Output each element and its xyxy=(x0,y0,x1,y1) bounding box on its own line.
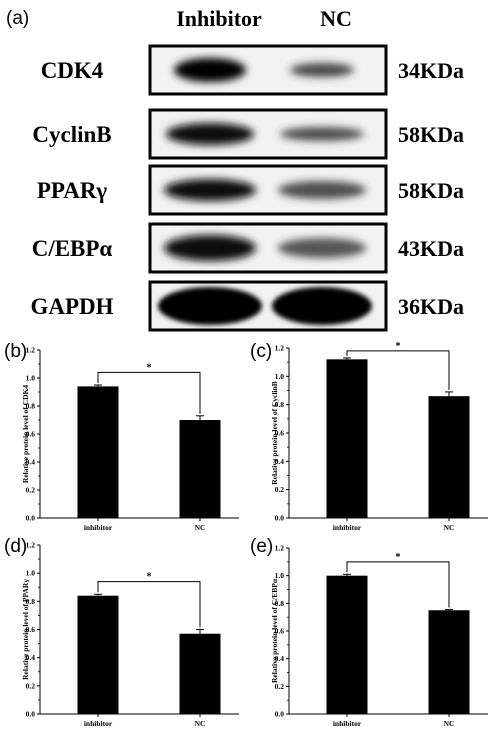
x-tick-label: inhibitor xyxy=(84,719,113,728)
y-tick-label: 0.6 xyxy=(275,429,285,438)
y-tick-label: 0.6 xyxy=(275,627,285,636)
y-tick-label: 0.2 xyxy=(26,486,36,495)
band-nc xyxy=(290,63,354,77)
significance-bracket xyxy=(346,350,450,390)
blot-row: CDK4 34KDa xyxy=(41,44,464,96)
band-nc xyxy=(280,127,364,141)
chart-panel-label: (e) xyxy=(250,536,273,557)
x-tick-label: inhibitor xyxy=(84,523,113,532)
y-tick-label: 0.4 xyxy=(275,654,285,663)
band-inhibitor xyxy=(174,58,246,82)
bar-nc xyxy=(179,633,221,714)
y-tick-label: 0.4 xyxy=(26,653,36,662)
molecular-weight-label: 58KDa xyxy=(398,122,464,147)
x-tick-label: NC xyxy=(444,523,455,532)
blot-rows: CDK4 34KDa CyclinB 58KDa PPARγ 58KDa C/EBPα 43K… xyxy=(30,44,464,332)
bar-chart: (c) 0.0 0.2 0.4 0.6 0.8 1.0 1.2 Relative protein… xyxy=(250,341,488,532)
blot-column-label-inhibitor: Inhibitor xyxy=(176,6,262,31)
band-nc xyxy=(278,181,366,199)
bar-inhibitor xyxy=(326,359,368,518)
blot-row: GAPDH 36KDa xyxy=(30,280,464,332)
molecular-weight-label: 43KDa xyxy=(398,236,464,261)
significance-marker: * xyxy=(396,341,401,352)
y-axis-title: Relative protein level of CDK4 xyxy=(21,385,30,483)
y-tick-label: 1.0 xyxy=(275,372,285,381)
x-tick-label: inhibitor xyxy=(333,523,362,532)
y-tick-label: 0.6 xyxy=(26,430,36,439)
y-tick-label: 0.0 xyxy=(26,710,36,719)
molecular-weight-label: 58KDa xyxy=(398,178,464,203)
bar-inhibitor xyxy=(77,386,119,518)
chart-panel-label: (d) xyxy=(4,536,27,557)
y-tick-label: 0.4 xyxy=(275,457,285,466)
blot-row: PPARγ 58KDa xyxy=(37,164,464,216)
y-tick-label: 0.4 xyxy=(26,458,36,467)
y-tick-label: 0.8 xyxy=(26,402,36,411)
significance-marker: * xyxy=(396,552,401,563)
y-tick-label: 0.0 xyxy=(26,514,36,523)
y-axis-title: Relative protein level of C/EBPα xyxy=(270,578,279,683)
x-tick-label: NC xyxy=(195,523,206,532)
y-tick-label: 0.0 xyxy=(275,514,285,523)
y-tick-label: 1.0 xyxy=(275,571,285,580)
significance-marker: * xyxy=(147,362,152,373)
blot-panel-label: (a) xyxy=(6,8,29,29)
blot-row: C/EBPα 43KDa xyxy=(32,222,464,274)
y-tick-label: 0.8 xyxy=(275,599,285,608)
bar-nc xyxy=(428,610,470,714)
blot-row: CyclinB 58KDa xyxy=(32,108,464,160)
y-tick-label: 1.2 xyxy=(26,541,36,550)
band-inhibitor xyxy=(166,123,254,145)
band-nc xyxy=(278,238,366,258)
band-nc xyxy=(272,287,372,325)
significance-bracket xyxy=(346,561,450,608)
bar-chart: (e) 0.0 0.2 0.4 0.6 0.8 1.0 1.2 Relative protein… xyxy=(250,536,488,728)
chart-panel-label: (c) xyxy=(250,341,272,362)
significance-marker: * xyxy=(147,572,152,583)
bar-chart: (b) 0.0 0.2 0.4 0.6 0.8 1.0 1.2 Relative protein… xyxy=(4,341,239,532)
protein-label: CDK4 xyxy=(41,58,104,83)
protein-label: PPARγ xyxy=(37,178,108,203)
y-tick-label: 1.2 xyxy=(26,346,36,355)
x-tick-label: NC xyxy=(444,719,455,728)
bar-inhibitor xyxy=(326,575,368,714)
molecular-weight-label: 36KDa xyxy=(398,294,464,319)
y-tick-label: 1.0 xyxy=(26,374,36,383)
y-tick-label: 0.8 xyxy=(26,597,36,606)
protein-label: GAPDH xyxy=(30,294,113,319)
y-tick-label: 0.6 xyxy=(26,625,36,634)
y-tick-label: 0.2 xyxy=(275,682,285,691)
chart-panel-label: (b) xyxy=(4,341,27,362)
band-inhibitor xyxy=(158,287,262,325)
significance-bracket xyxy=(97,581,201,628)
protein-label: CyclinB xyxy=(32,122,111,147)
band-inhibitor xyxy=(164,235,256,261)
bar-nc xyxy=(428,396,470,518)
y-axis-title: Relative protein level of CyclinB xyxy=(270,381,279,485)
y-tick-label: 0.2 xyxy=(26,681,36,690)
y-tick-label: 0.8 xyxy=(275,400,285,409)
bar-chart: (d) 0.0 0.2 0.4 0.6 0.8 1.0 1.2 Relative protein… xyxy=(4,536,239,728)
bar-charts: (b) 0.0 0.2 0.4 0.6 0.8 1.0 1.2 Relative protein… xyxy=(4,341,488,728)
y-tick-label: 1.2 xyxy=(275,544,285,553)
x-tick-label: NC xyxy=(195,719,206,728)
y-axis-title: Relative protein level of PPARγ xyxy=(21,579,30,680)
significance-bracket xyxy=(97,371,201,414)
y-tick-label: 0.2 xyxy=(275,485,285,494)
protein-label: C/EBPα xyxy=(32,236,113,261)
blot-column-label-nc: NC xyxy=(320,6,352,31)
y-tick-label: 0.0 xyxy=(275,710,285,719)
y-tick-label: 1.2 xyxy=(275,344,285,353)
bar-nc xyxy=(179,420,221,518)
molecular-weight-label: 34KDa xyxy=(398,58,464,83)
y-tick-label: 1.0 xyxy=(26,569,36,578)
bar-inhibitor xyxy=(77,595,119,714)
band-inhibitor xyxy=(164,179,256,201)
x-tick-label: inhibitor xyxy=(333,719,362,728)
